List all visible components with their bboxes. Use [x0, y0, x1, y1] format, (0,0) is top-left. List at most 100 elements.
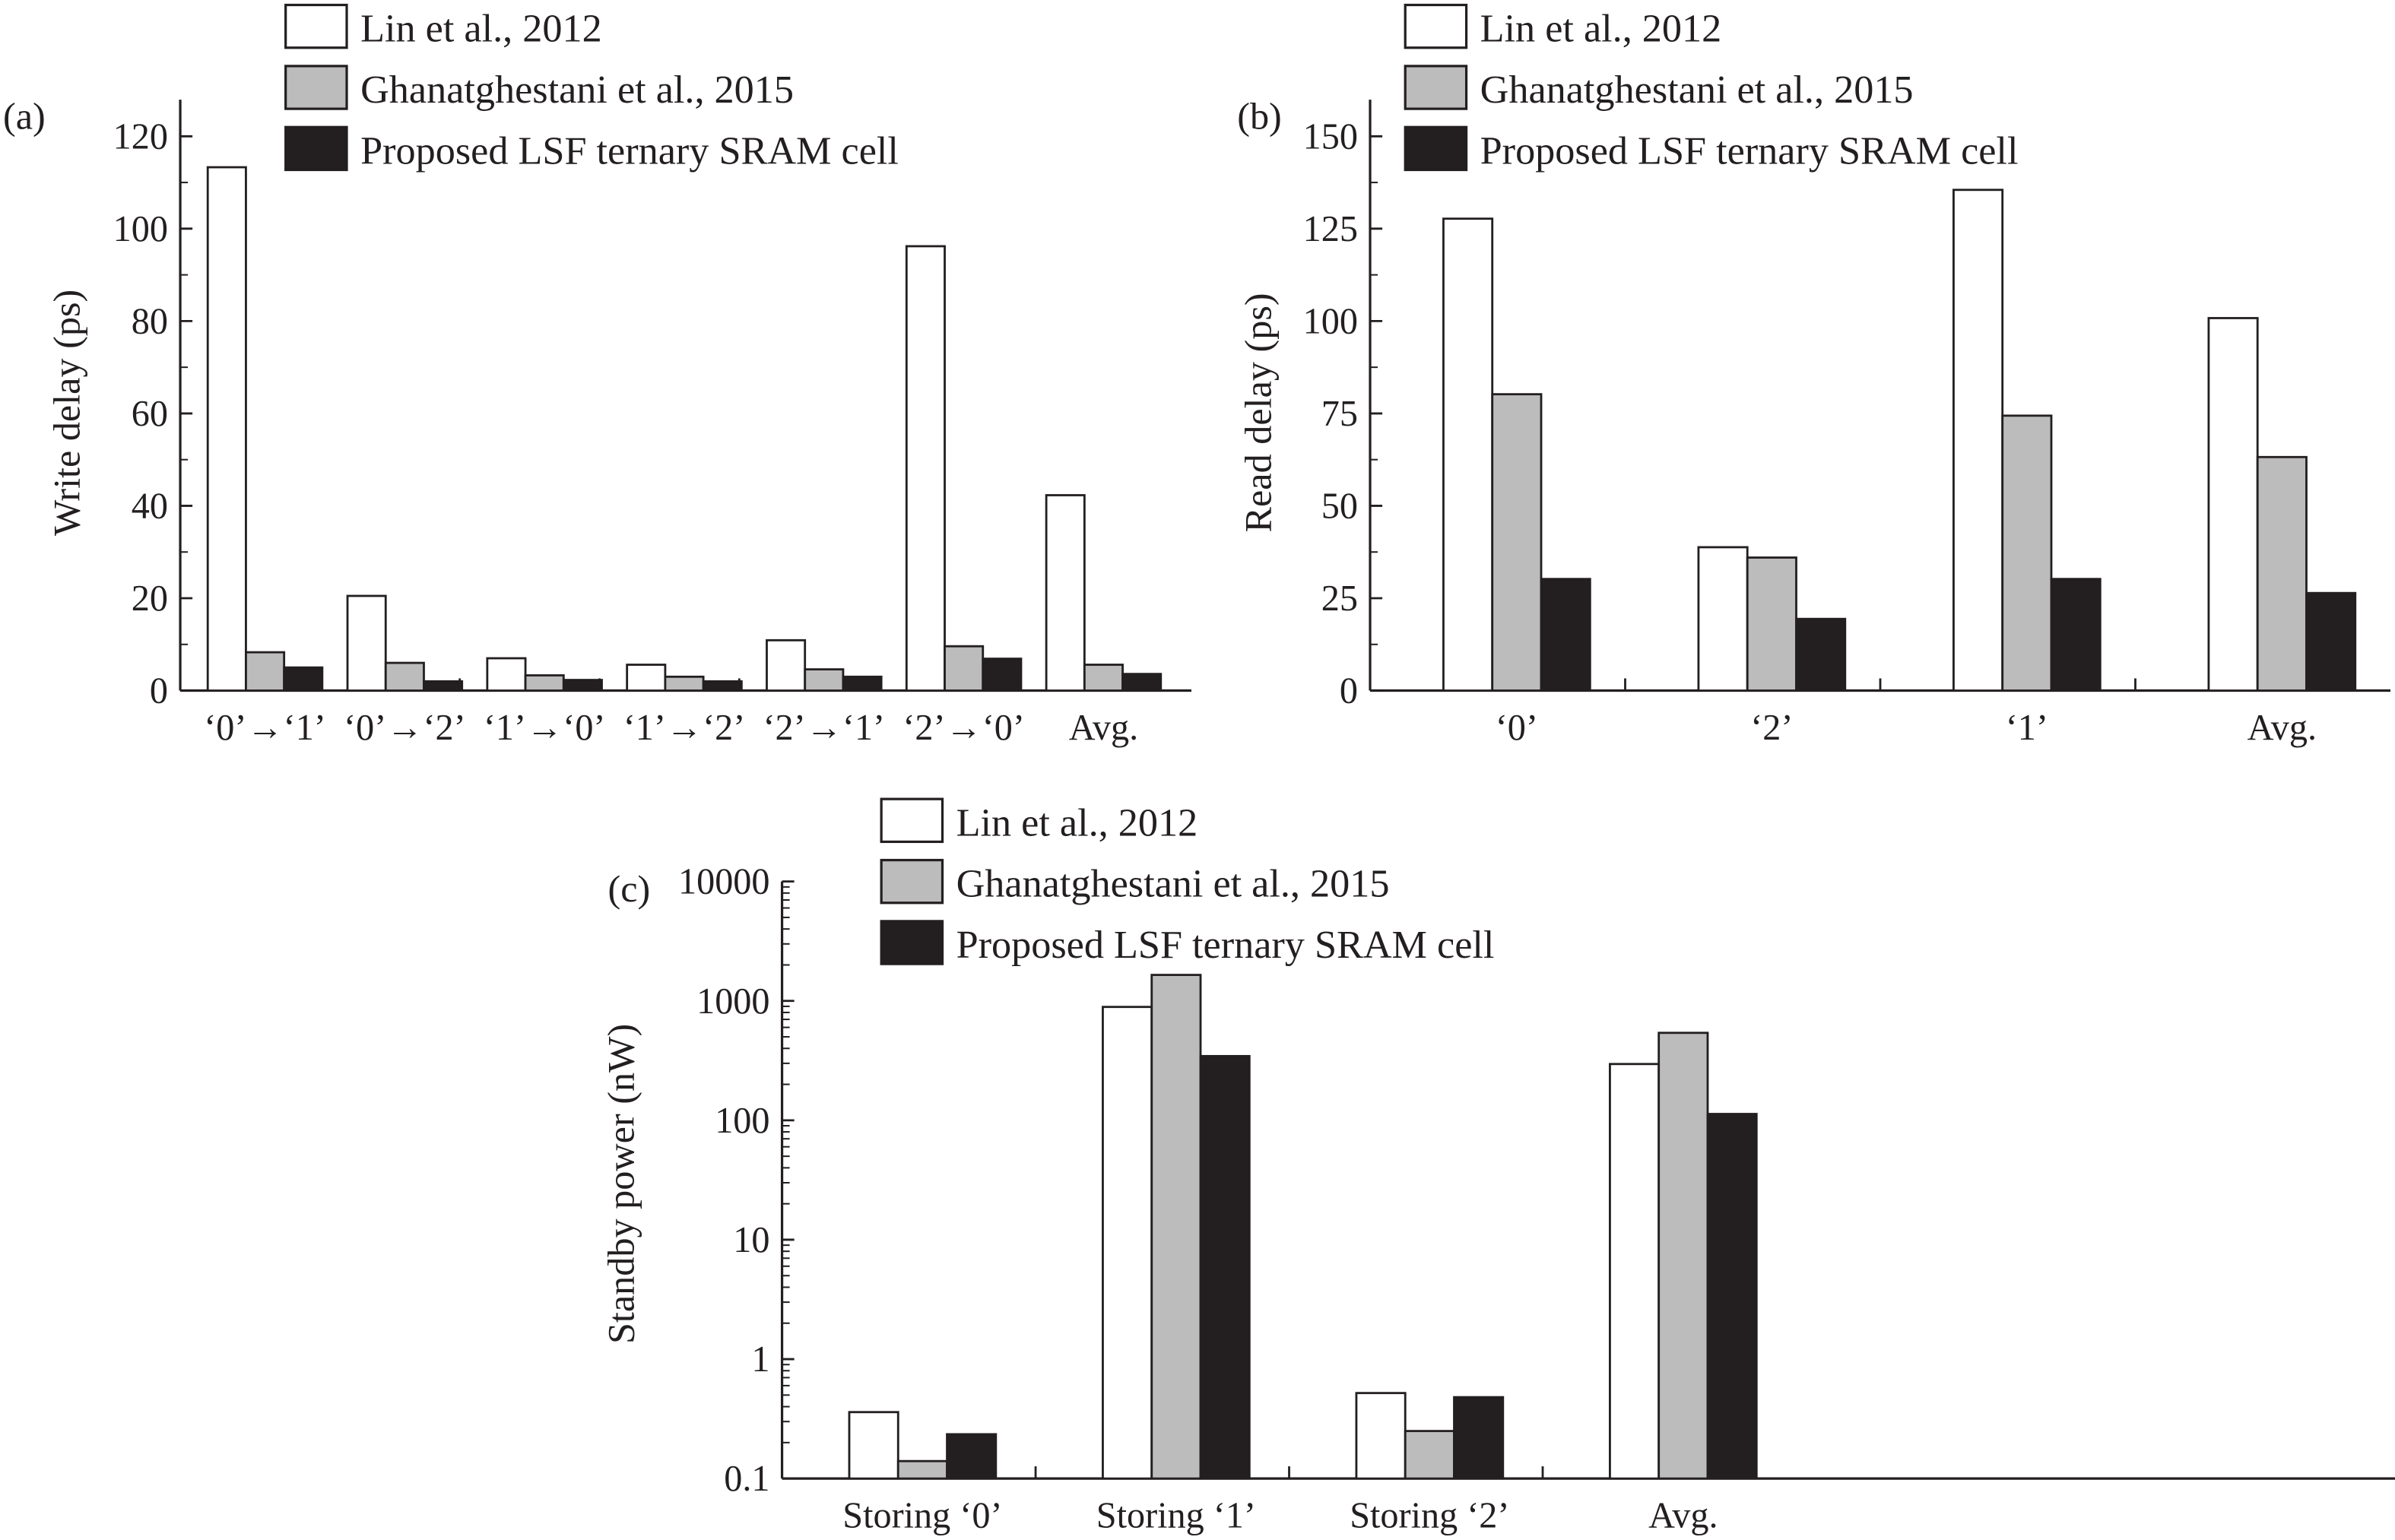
bar-proposed [423, 680, 464, 692]
bar-proposed [1121, 673, 1163, 692]
bar-lin [1697, 546, 1749, 692]
x-tick-label: ‘2’ [1750, 708, 1793, 748]
legend-label: Ghanatghestani et al., 2015 [360, 68, 794, 112]
legend-label: Lin et al., 2012 [956, 800, 1198, 844]
bar-lin [1102, 1006, 1153, 1480]
y-tick-label: 40 [132, 486, 168, 527]
bar-proposed [1540, 578, 1591, 692]
legend-swatch [1404, 3, 1468, 49]
y-tick-label: 75 [1321, 394, 1358, 434]
x-tick-label: Avg. [1069, 708, 1139, 748]
bar-proposed [946, 1433, 998, 1480]
bar-proposed [1706, 1113, 1758, 1480]
bar-ghanatghestani [1404, 1430, 1455, 1480]
y-tick-label: 120 [113, 116, 168, 157]
chart-panel-a: 0 20 40 60 80 100 120 ‘0’→‘1’ ‘0’→‘2’ ‘1’→‘0’ ‘1’→… [3, 3, 1191, 748]
legend: Lin et al., 2012 Ghanatghestani et al., 2… [1404, 3, 2018, 173]
legend-label: Lin et al., 2012 [360, 7, 602, 51]
bar-ghanatghestani [804, 668, 845, 692]
y-tick-label: 150 [1303, 116, 1358, 157]
bar-lin [626, 664, 667, 692]
x-tick-label: ‘1’→‘0’ [484, 708, 606, 748]
legend-swatch [880, 797, 944, 844]
legend-swatch [880, 858, 944, 905]
bar-proposed [1795, 617, 1847, 692]
bar-lin [346, 594, 387, 692]
bar-ghanatghestani [1083, 664, 1124, 692]
x-tick-label: ‘0’→‘2’ [344, 708, 466, 748]
y-tick-label: 1000 [696, 981, 769, 1022]
legend-label: Proposed LSF ternary SRAM cell [956, 923, 1495, 967]
bar-proposed [842, 675, 883, 692]
x-tick-label: Avg. [2247, 708, 2317, 748]
panel-label: (c) [608, 867, 651, 910]
chart-panel-b: 0 25 50 75 100 125 150 ‘0’ ‘2’ ‘1’ Avg. Read delay … [1236, 3, 2390, 748]
bar-ghanatghestani [2001, 414, 2053, 692]
x-tick-label: Avg. [1648, 1495, 1718, 1535]
y-tick-label: 60 [132, 394, 168, 434]
legend-label: Proposed LSF ternary SRAM cell [360, 128, 899, 173]
bar-ghanatghestani [245, 651, 286, 692]
y-tick-label: 0 [150, 671, 168, 711]
bar-lin [1355, 1392, 1407, 1480]
bar-proposed [2050, 578, 2102, 692]
legend-swatch [284, 3, 348, 49]
bar-lin [1045, 494, 1086, 692]
bar-proposed [702, 680, 743, 692]
x-tick-label: Storing ‘0’ [842, 1495, 1002, 1535]
bar-lin [1952, 189, 2004, 692]
bar-proposed [1199, 1054, 1251, 1480]
legend-label: Lin et al., 2012 [1480, 7, 1722, 51]
bar-lin [206, 166, 247, 692]
bar-proposed [2305, 591, 2357, 692]
legend-swatch [284, 65, 348, 110]
y-axis-label: Write delay (ps) [45, 290, 87, 536]
legend-label: Ghanatghestani et al., 2015 [1480, 68, 1914, 112]
y-tick-label: 100 [1303, 301, 1358, 341]
bar-lin [486, 657, 527, 692]
bar-ghanatghestani [1150, 974, 1202, 1480]
y-axis-label: Standby power (nW) [600, 1024, 642, 1344]
bar-lin [1609, 1063, 1661, 1480]
bar-ghanatghestani [944, 645, 985, 692]
y-tick-label: 0 [1340, 671, 1358, 711]
y-tick-label: 125 [1303, 209, 1358, 249]
x-tick-label: ‘0’ [1496, 708, 1538, 748]
bar-ghanatghestani [524, 674, 565, 692]
x-tick-label: Storing ‘1’ [1096, 1495, 1256, 1535]
bar-ghanatghestani [1746, 556, 1797, 692]
x-tick-label: ‘1’ [2006, 708, 2048, 748]
bar-ghanatghestani [2256, 455, 2308, 692]
y-tick-label: 20 [132, 578, 168, 619]
chart-panel-c: 0.1 1 10 100 1000 10000 Storing ‘0’ Storing ‘1’… [600, 797, 2395, 1535]
legend-label: Ghanatghestani et al., 2015 [956, 862, 1390, 906]
bar-proposed [1453, 1396, 1505, 1480]
y-tick-label: 1 [751, 1339, 769, 1380]
bar-proposed [982, 658, 1023, 692]
legend: Lin et al., 2012 Ghanatghestani et al., 2… [880, 797, 1495, 967]
y-tick-label: 100 [715, 1101, 769, 1141]
y-tick-label: 0.1 [724, 1459, 769, 1499]
bar-proposed [283, 666, 324, 692]
y-tick-label: 80 [132, 301, 168, 341]
bar-proposed [562, 679, 603, 692]
bar-ghanatghestani [1491, 393, 1543, 692]
bar-lin [905, 245, 946, 692]
panel-label: (b) [1237, 94, 1282, 137]
x-tick-label: ‘2’→‘1’ [763, 708, 886, 748]
y-axis-label: Read delay (ps) [1236, 293, 1279, 532]
legend-swatch [880, 920, 944, 965]
y-tick-label: 100 [113, 209, 168, 249]
x-tick-label: ‘1’→‘2’ [623, 708, 746, 748]
y-tick-label: 10 [733, 1220, 769, 1260]
legend-swatch [284, 125, 348, 172]
panel-label: (a) [3, 94, 46, 137]
bar-ghanatghestani [1657, 1031, 1709, 1480]
bar-lin [766, 638, 807, 692]
bar-ghanatghestani [664, 675, 705, 692]
x-tick-label: ‘0’→‘1’ [204, 708, 326, 748]
y-tick-label: 10000 [678, 862, 770, 902]
bar-ghanatghestani [384, 661, 425, 692]
bar-lin [1442, 217, 1494, 692]
